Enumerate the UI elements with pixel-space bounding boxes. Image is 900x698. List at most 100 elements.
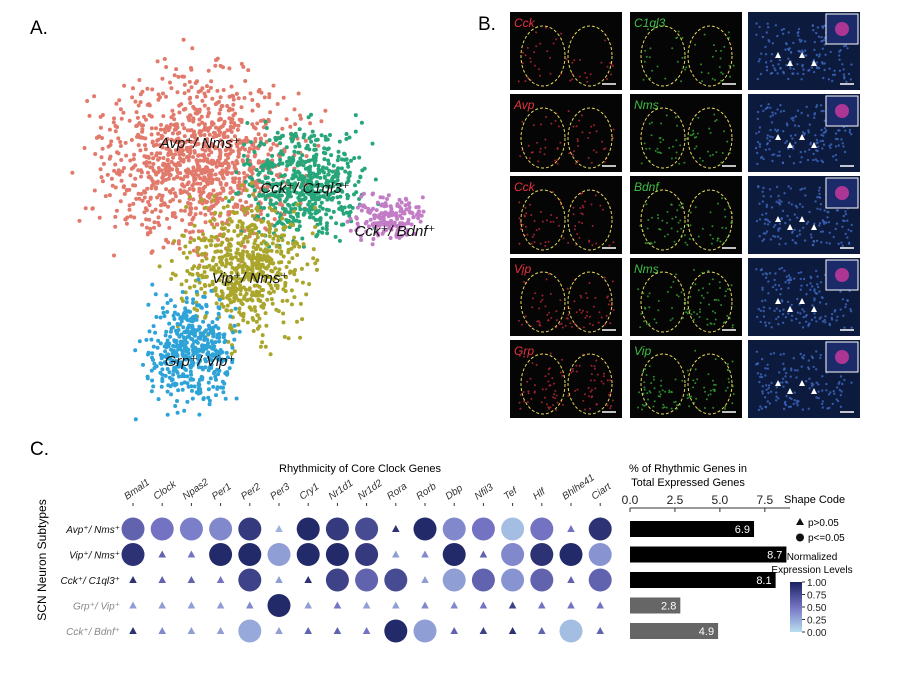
umap-point — [192, 150, 197, 155]
umap-point — [382, 219, 387, 224]
cell — [792, 119, 795, 122]
cell — [657, 395, 660, 398]
dot — [296, 543, 320, 566]
cell — [836, 386, 839, 389]
cell — [766, 142, 769, 145]
umap-point — [305, 143, 310, 148]
umap-point — [358, 234, 363, 239]
umap-point — [170, 131, 175, 136]
cell — [713, 299, 716, 301]
cell — [564, 324, 567, 327]
umap-point — [177, 246, 182, 251]
umap-point — [242, 96, 247, 100]
cell — [581, 222, 583, 225]
cell — [821, 47, 824, 50]
gene-label: Per3 — [268, 481, 292, 502]
umap-point — [176, 239, 181, 244]
triangle — [479, 601, 488, 609]
cell — [539, 42, 542, 45]
umap-point — [184, 278, 189, 283]
umap-point — [280, 216, 285, 221]
umap-point — [177, 152, 182, 157]
umap-point — [297, 198, 302, 203]
umap-point — [251, 329, 256, 333]
cell — [647, 398, 649, 401]
cell — [796, 234, 799, 238]
umap-point — [260, 233, 264, 237]
cell — [686, 369, 689, 372]
cell — [844, 210, 847, 213]
cell — [757, 185, 760, 189]
umap-point — [255, 208, 260, 213]
umap-point — [191, 155, 195, 159]
umap-point — [195, 303, 200, 308]
cell — [561, 326, 564, 329]
cell — [768, 188, 772, 191]
cell — [771, 64, 775, 67]
umap-point — [226, 228, 231, 233]
cell — [768, 321, 771, 325]
cell — [659, 393, 662, 396]
umap-point — [158, 127, 163, 132]
umap-point — [207, 398, 212, 403]
umap-point — [133, 348, 138, 353]
umap-point — [246, 149, 251, 154]
cell — [693, 311, 696, 314]
umap-point — [167, 321, 172, 326]
umap-point — [260, 164, 265, 169]
cell — [820, 128, 823, 132]
umap-point — [191, 297, 196, 302]
cell — [521, 120, 524, 123]
umap-point — [263, 119, 268, 124]
umap-point — [293, 268, 298, 272]
cell — [802, 68, 805, 71]
umap-point — [217, 99, 221, 104]
umap-point — [366, 224, 371, 229]
umap-point — [276, 238, 281, 243]
cell — [595, 242, 598, 245]
umap-point — [285, 298, 290, 303]
umap-point — [228, 256, 233, 261]
cell — [651, 69, 654, 72]
umap-point — [199, 170, 204, 175]
cell — [665, 406, 668, 409]
umap-point — [183, 140, 188, 145]
cell — [642, 78, 645, 81]
umap-point — [235, 127, 240, 132]
umap-point — [402, 211, 407, 216]
cell — [596, 373, 599, 376]
umap-point — [347, 173, 352, 178]
cell — [758, 218, 762, 221]
cell — [731, 326, 734, 329]
cell — [799, 50, 802, 53]
umap-point — [292, 107, 297, 112]
cell — [638, 391, 640, 394]
cell — [674, 216, 677, 219]
cell — [536, 141, 539, 144]
cell — [580, 296, 583, 299]
cell — [553, 382, 555, 385]
cell — [782, 368, 786, 371]
umap-point — [145, 86, 150, 91]
dot — [559, 619, 583, 643]
umap-point — [342, 205, 347, 210]
cell — [847, 241, 851, 244]
umap-point — [232, 180, 237, 185]
umap-point — [253, 197, 258, 202]
umap-point — [196, 273, 201, 278]
cell — [784, 375, 787, 378]
umap-point — [159, 136, 164, 141]
cell — [588, 131, 591, 134]
cell — [666, 290, 669, 293]
cell — [764, 406, 768, 409]
umap-point — [236, 138, 241, 143]
umap-point — [255, 214, 260, 219]
cell — [780, 28, 784, 32]
umap-point — [229, 139, 234, 143]
cell — [821, 160, 825, 164]
umap-point — [202, 91, 207, 96]
umap-point — [149, 132, 154, 137]
umap-point — [256, 298, 261, 303]
umap-point — [204, 310, 209, 315]
cell — [767, 26, 770, 29]
